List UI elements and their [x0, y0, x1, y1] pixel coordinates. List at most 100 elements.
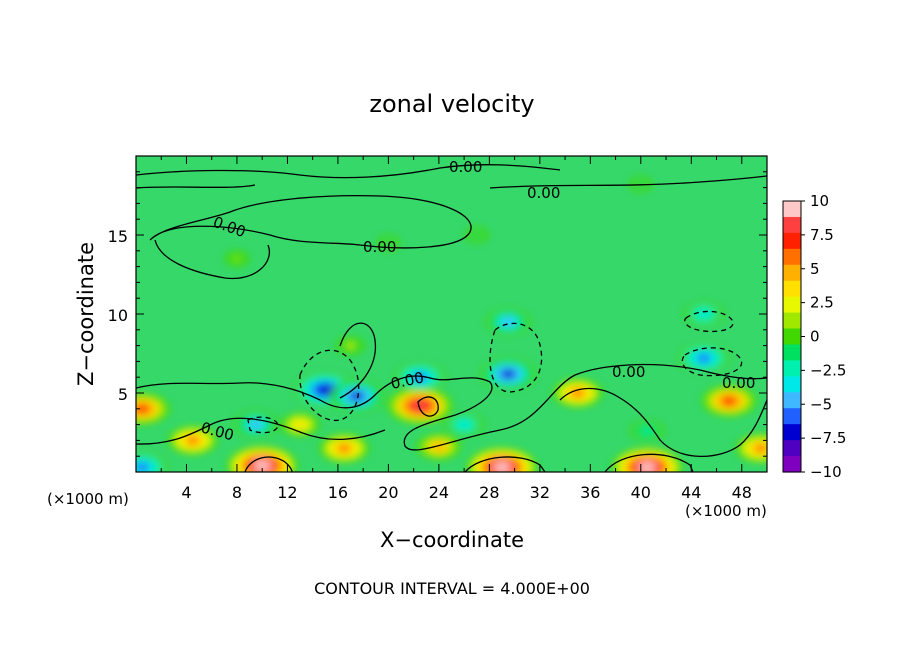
x-tick-label: 20 [378, 483, 398, 502]
x-tick-label: 36 [580, 483, 600, 502]
colorbar-swatches [783, 201, 801, 473]
velocity-cell [253, 459, 272, 472]
velocity-cell [411, 400, 429, 412]
colorbar-swatch [783, 248, 801, 266]
contour-zero-loop [149, 194, 472, 249]
colorbar-swatch [783, 424, 801, 441]
x-tick-label: 8 [232, 483, 242, 502]
colorbar-tick-label: 10 [810, 192, 829, 210]
velocity-cell [638, 461, 657, 472]
colorbar: 10 7.5 5 2.5 0 −2.5 −5 −7.5 −10 [782, 192, 846, 481]
colorbar-tick-label: 5 [810, 260, 820, 278]
x-tick-label: 4 [181, 483, 191, 502]
velocity-cell [385, 240, 392, 246]
velocity-cell [349, 391, 364, 401]
velocity-cell [186, 435, 200, 445]
colorbar-swatch [783, 264, 801, 282]
contour-zero-top-right [489, 175, 767, 189]
plot-area: 0.00 0.00 0.00 0.00 0.00 0.00 0.00 0.00 [136, 156, 767, 472]
chart-title: zonal velocity [369, 90, 534, 118]
x-tick-label: 16 [328, 483, 348, 502]
colorbar-swatch [783, 440, 801, 457]
colorbar-tick-label: −5 [810, 395, 832, 413]
contour-negative-3 [681, 347, 743, 377]
x-axis-title: X−coordinate [380, 528, 524, 552]
y-tick-label: 10 [108, 306, 128, 325]
x-tick-label: 40 [631, 483, 651, 502]
x-unit-label: (×1000 m) [685, 502, 767, 520]
z-unit-label: (×1000 m) [47, 490, 129, 508]
colorbar-tick-label: 2.5 [810, 294, 834, 312]
colorbar-swatch [783, 328, 801, 346]
contour-bottom-3 [604, 453, 694, 472]
x-tick-label: 32 [530, 483, 550, 502]
colorbar-tick-label: −2.5 [810, 361, 846, 379]
y-tick-label: 5 [118, 385, 128, 404]
velocity-cell [501, 369, 516, 379]
contour-label: 0.00 [612, 363, 645, 381]
colorbar-swatch [783, 408, 801, 425]
colorbar-swatch [783, 456, 801, 473]
contour-label: 0.00 [527, 184, 560, 202]
colorbar-swatch [783, 280, 801, 298]
y-tick-labels: 5 10 15 [108, 227, 128, 404]
colorbar-tick-label: 7.5 [810, 226, 834, 244]
velocity-cell [346, 342, 355, 349]
velocity-cell [459, 420, 470, 429]
colorbar-swatch [783, 392, 801, 409]
contour-bottom-1 [244, 456, 293, 472]
velocity-cell [722, 396, 737, 406]
velocity-cell [337, 443, 351, 453]
x-tick-label: 24 [429, 483, 449, 502]
colorbar-swatch [783, 296, 801, 314]
x-tick-label: 28 [479, 483, 499, 502]
contour-bottom-2 [464, 456, 546, 472]
contour-zero-lower [136, 363, 767, 451]
colorbar-swatch [783, 201, 801, 218]
contour-label: 0.00 [722, 374, 755, 392]
velocity-cell [233, 256, 241, 262]
velocity-cell [697, 353, 711, 363]
axis-ticks [136, 156, 767, 472]
velocity-cell [754, 443, 767, 453]
colorbar-swatch [783, 216, 801, 234]
colorbar-tick-label: −10 [810, 463, 842, 481]
velocity-cell [698, 310, 710, 318]
contour-negative-4 [684, 310, 734, 333]
contour-negative-2 [489, 322, 543, 393]
contour-zero-left-loop [154, 239, 271, 280]
velocity-cell [136, 462, 149, 472]
velocity-cell [492, 461, 511, 472]
x-tick-label: 12 [277, 483, 297, 502]
colorbar-tick-label: −7.5 [810, 429, 846, 447]
contour-lines [136, 164, 767, 472]
velocity-cell [473, 232, 480, 238]
contour-zero-mid [339, 322, 377, 399]
contour-zero-low-band [136, 417, 386, 445]
colorbar-swatch [783, 232, 801, 250]
contour-label: 0.00 [363, 238, 396, 256]
contour-interval-note: CONTOUR INTERVAL = 4.000E+00 [314, 579, 590, 598]
colorbar-swatch [783, 376, 801, 393]
contour-zero-top [136, 164, 561, 179]
velocity-cell [250, 420, 262, 429]
colorbar-swatch [783, 312, 801, 330]
y-axis-title: Z−coordinate [74, 242, 98, 386]
colorbar-tick-label: 0 [810, 328, 820, 346]
velocity-cell [136, 403, 150, 414]
velocity-cell [413, 372, 427, 382]
contour-label: 0.00 [449, 158, 482, 176]
colorbar-labels: 10 7.5 5 2.5 0 −2.5 −5 −7.5 −10 [801, 192, 846, 481]
velocity-cell [294, 420, 306, 429]
y-tick-label: 15 [108, 227, 128, 246]
velocity-cell [642, 427, 652, 435]
contour-negative-1 [299, 349, 360, 421]
x-tick-labels: 4 8 12 16 20 24 28 32 36 40 44 48 [181, 483, 752, 502]
contour-zero-upper-left [136, 184, 256, 189]
velocity-cell [317, 384, 333, 396]
colorbar-swatch [783, 360, 801, 377]
x-tick-label: 44 [681, 483, 701, 502]
x-tick-label: 48 [732, 483, 752, 502]
colorbar-swatch [783, 344, 801, 362]
